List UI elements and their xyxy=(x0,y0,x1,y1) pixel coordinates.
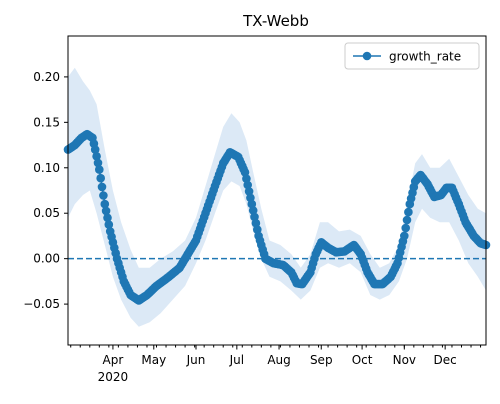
data-point xyxy=(93,158,103,168)
data-point xyxy=(104,220,114,229)
chart-title: TX-Webb xyxy=(242,12,309,30)
data-point xyxy=(248,206,258,215)
series-layer xyxy=(63,129,491,305)
data-point xyxy=(401,223,411,233)
data-point xyxy=(243,180,252,190)
data-point xyxy=(92,152,101,161)
data-point xyxy=(95,165,104,174)
legend-marker-swatch xyxy=(362,51,372,61)
data-point xyxy=(103,213,112,223)
y-tick-label: 0.20 xyxy=(33,70,60,84)
x-tick-label: Sep xyxy=(310,353,333,367)
data-point xyxy=(402,215,412,225)
x-tick-label: Dec xyxy=(434,353,457,367)
confidence-band xyxy=(68,67,486,327)
x-tick-label: Oct xyxy=(352,353,373,367)
data-point xyxy=(101,206,111,216)
data-point xyxy=(244,187,254,196)
y-tick-label: −0.05 xyxy=(23,297,60,311)
data-point xyxy=(251,218,261,228)
legend-label: growth_rate xyxy=(389,50,461,64)
legend: growth_rate xyxy=(344,42,480,70)
data-point xyxy=(99,191,108,200)
data-point xyxy=(100,199,110,209)
confidence-band-layer xyxy=(68,67,486,327)
y-tick-label: 0.15 xyxy=(33,115,60,129)
x-tick-label: Aug xyxy=(267,353,290,367)
x-tick-label: Nov xyxy=(393,353,416,367)
y-tick-label: 0.10 xyxy=(33,161,60,175)
x-tick-label: Jul xyxy=(229,353,244,367)
y-tick-label: 0.05 xyxy=(33,206,60,220)
data-point xyxy=(240,168,250,177)
x-tick-label: Apr xyxy=(103,353,124,367)
data-point xyxy=(400,231,409,241)
data-point xyxy=(90,145,100,154)
data-point xyxy=(97,182,107,192)
legend-box xyxy=(344,42,480,70)
data-point xyxy=(96,173,105,183)
plot-frame xyxy=(67,35,487,346)
data-point xyxy=(404,207,413,217)
axes-layer: −0.05 0.00 0.05 0.10 0.15 0.20 Apr May Jun Jul Aug… xyxy=(23,35,487,384)
x-year-label: 2020 xyxy=(98,370,129,384)
data-point xyxy=(247,199,257,209)
y-tick-label: 0.00 xyxy=(33,252,60,266)
x-tick-label: Jun xyxy=(186,353,206,367)
x-tick-label: May xyxy=(141,353,166,367)
